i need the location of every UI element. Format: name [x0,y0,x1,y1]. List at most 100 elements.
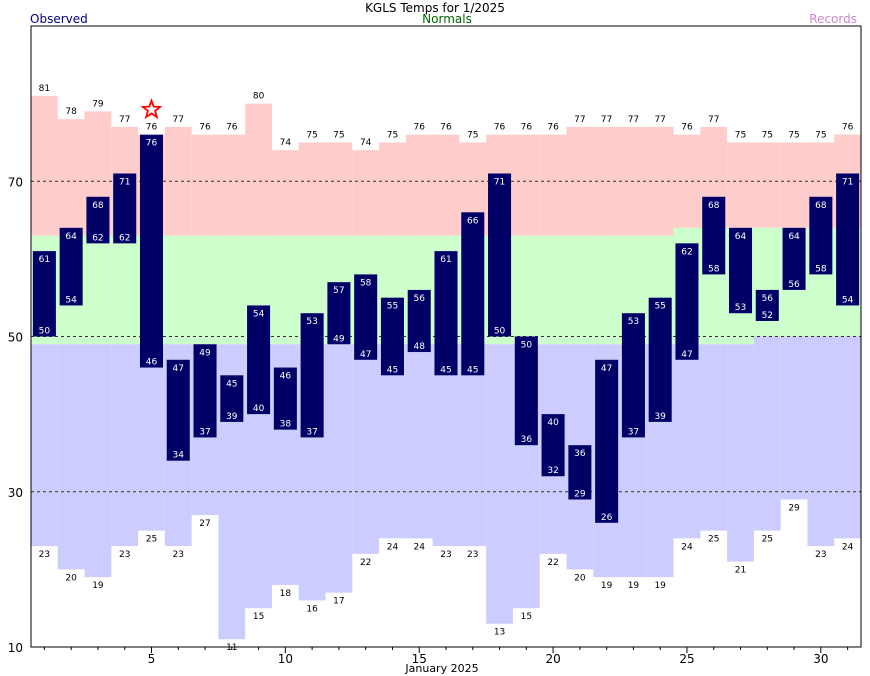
observed-bar [675,243,699,360]
observed-high-label: 56 [762,294,774,304]
x-tick-label: 20 [545,652,560,666]
observed-bar [407,289,431,353]
observed-low-label: 58 [708,264,720,274]
observed-low-label: 37 [199,427,210,437]
record-high-label: 76 [226,123,238,133]
observed-bar [32,251,56,337]
record-high-label: 74 [360,138,372,148]
record-high-label: 74 [280,138,292,148]
legend-observed-label: Observed [30,12,88,26]
record-low-band [405,344,433,539]
record-high-label: 81 [39,84,50,94]
observed-low-label: 39 [654,412,666,422]
observed-high-label: 47 [173,364,184,374]
record-high-label: 76 [842,123,854,133]
record-low-label: 24 [681,542,693,552]
observed-low-label: 32 [547,466,558,476]
record-low-band [807,336,835,547]
record-low-label: 15 [521,612,532,622]
observed-low-label: 48 [413,342,425,352]
record-high-label: 77 [708,115,719,125]
observed-bar [488,173,512,337]
record-high-label: 78 [65,107,77,117]
observed-high-label: 40 [547,418,559,428]
observed-low-label: 29 [574,490,586,500]
observed-low-label: 62 [92,233,103,243]
observed-low-label: 50 [494,327,506,337]
y-tick-label: 70 [8,175,23,189]
observed-bar [514,336,538,446]
record-high-label: 76 [521,123,533,133]
observed-high-label: 64 [788,232,800,242]
record-high-label: 76 [146,123,158,133]
record-high-label: 77 [574,115,585,125]
observed-bar [380,297,404,376]
record-low-band [379,344,406,539]
record-high-band [727,142,754,228]
normal-band [111,235,139,345]
observed-high-label: 71 [494,177,505,187]
chart-title: KGLS Temps for 1/2025 [365,1,505,15]
observed-high-label: 47 [601,364,612,374]
y-tick-label: 30 [8,486,23,500]
record-high-label: 77 [173,115,184,125]
legend-normals-label: Normals [422,12,472,26]
record-high-label: 75 [735,130,746,140]
record-high-label: 77 [601,115,612,125]
observed-bar [193,344,217,438]
normal-band [566,235,594,345]
record-low-label: 24 [842,542,854,552]
record-high-band [298,142,326,236]
observed-high-label: 68 [708,201,720,211]
record-low-label: 20 [574,573,586,583]
record-high-label: 76 [681,123,693,133]
record-low-band [352,344,380,554]
observed-high-label: 58 [360,278,372,288]
observed-bar [729,227,753,314]
record-low-label: 25 [708,535,719,545]
normal-band [84,235,112,345]
record-high-band [405,134,433,236]
record-high-label: 75 [788,130,799,140]
x-tick-label: 25 [679,652,694,666]
x-tick-label: 10 [278,652,293,666]
record-high-band [271,150,299,236]
record-high-label: 75 [387,130,398,140]
x-axis-title: January 2025 [404,662,478,675]
record-low-band [138,344,165,531]
record-low-band [432,344,460,547]
record-high-label: 79 [92,99,104,109]
record-low-band [673,344,701,539]
observed-low-label: 56 [788,280,800,290]
observed-bar [809,196,833,275]
observed-bar [461,212,485,376]
record-high-band [245,103,272,236]
observed-bar [595,359,619,523]
observed-high-label: 36 [574,449,586,459]
record-high-label: 80 [253,92,265,102]
record-high-label: 75 [333,130,344,140]
record-low-band [57,344,85,570]
observed-high-label: 71 [119,177,130,187]
observed-bar [300,313,324,438]
observed-low-label: 47 [360,350,371,360]
record-high-band [191,134,219,236]
record-high-band [753,142,781,228]
observed-low-label: 37 [306,427,317,437]
record-high-label: 76 [440,123,452,133]
observed-bar [836,173,860,306]
record-low-band [325,344,353,593]
record-high-label: 75 [306,130,317,140]
observed-bar [139,134,163,368]
record-low-label: 24 [387,542,399,552]
observed-bar [220,375,244,422]
record-low-label: 25 [146,535,157,545]
record-low-label: 19 [92,581,104,591]
record-high-band [57,119,85,236]
record-high-label: 75 [815,130,826,140]
record-low-label: 16 [306,604,318,614]
observed-high-label: 56 [413,294,425,304]
record-low-label: 23 [467,550,478,560]
record-high-label: 76 [413,123,425,133]
record-low-band [84,344,112,578]
